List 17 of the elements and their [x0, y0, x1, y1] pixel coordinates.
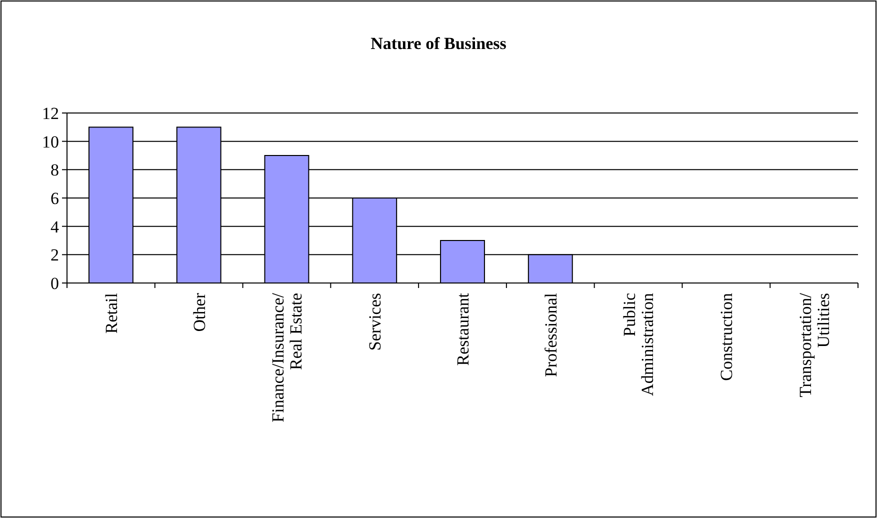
y-tick-label: 2 [50, 246, 59, 265]
y-tick-label: 12 [42, 104, 59, 123]
x-tick-label: Finance/Insurance/Real Estate [268, 292, 306, 422]
y-tick-label: 4 [50, 217, 60, 236]
chart-title: Nature of Business [370, 34, 507, 53]
x-tick-label: Professional [541, 292, 560, 378]
x-tick-label: Transportation/Utilities [796, 292, 834, 398]
x-tick-label: Restaurant [453, 292, 472, 366]
y-tick-label: 6 [50, 188, 59, 208]
x-tick-label: Public Administration [620, 292, 658, 396]
y-tick-label: 10 [42, 132, 59, 152]
x-tick-label: Services [366, 293, 385, 351]
x-tick-label: Other [190, 292, 209, 332]
y-tick-label: 8 [50, 160, 59, 180]
x-tick-label: Retail [102, 292, 121, 334]
y-tick-label: 0 [50, 274, 59, 293]
x-tick-label: Construction [717, 292, 736, 381]
